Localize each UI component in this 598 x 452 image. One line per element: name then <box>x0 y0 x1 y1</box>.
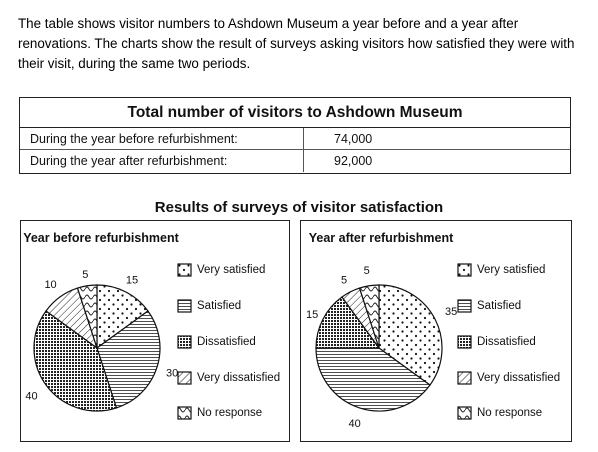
legend-swatch <box>457 335 472 349</box>
slice-value-label: 15 <box>306 309 318 321</box>
pie-slice-satisfied <box>315 347 431 412</box>
slice-value-label: 5 <box>82 269 88 281</box>
table-row-value: 74,000 <box>334 132 373 146</box>
pie-slice-satisfied <box>96 310 161 409</box>
slice-value-label: 40 <box>25 391 37 403</box>
survey-title: Results of surveys of visitor satisfacti… <box>154 199 444 216</box>
chart-panel-after: Year after refurbishment 35 40 15 5 5 Very s… <box>300 220 572 442</box>
legend-label: Very satisfied <box>197 264 266 276</box>
slice-value-label: 35 <box>445 306 457 318</box>
legend-label: Very satisfied <box>477 264 546 276</box>
pie-slice-very-satisfied <box>378 284 443 386</box>
legend-label: Very dissatisfied <box>197 372 281 384</box>
table-title: Total number of visitors to Ashdown Muse… <box>20 98 570 128</box>
legend-swatch <box>457 263 472 277</box>
pie-chart-after: 35 40 15 5 5 <box>306 265 457 430</box>
pie-slice-dissatisfied <box>33 310 118 412</box>
table-row: During the year after refurbishment: 92,… <box>20 150 570 172</box>
legend-swatch <box>177 335 192 349</box>
legend-swatch <box>177 299 192 313</box>
legend-swatch <box>177 263 192 277</box>
legend-swatch <box>457 371 472 385</box>
table-row-label: During the year before refurbishment: <box>20 128 304 149</box>
legend-swatch <box>457 406 472 420</box>
legend-label: Dissatisfied <box>477 336 536 348</box>
pie-slice-no-response <box>76 284 98 349</box>
legend-label: Dissatisfied <box>197 336 256 348</box>
table-row-value: 92,000 <box>334 154 373 168</box>
table-row: During the year before refurbishment: 74… <box>20 128 570 150</box>
slice-value-label: 30 <box>166 367 178 379</box>
table-row-label: During the year after refurbishment: <box>20 150 304 172</box>
slice-value-label: 15 <box>126 274 138 286</box>
slice-value-label: 5 <box>341 274 347 286</box>
slice-value-label: 40 <box>348 418 360 430</box>
pie-chart-before: 15 30 40 10 5 <box>25 269 178 412</box>
chart-title: Year before refurbishment <box>23 231 179 245</box>
slice-value-label: 5 <box>364 265 370 277</box>
legend-label: Very dissatisfied <box>477 372 561 384</box>
pie-slice-very-satisfied <box>96 284 149 350</box>
legend-swatch <box>457 299 472 313</box>
legend-swatch <box>177 406 192 420</box>
chart-title: Year after refurbishment <box>308 231 454 245</box>
legend-swatch <box>177 371 192 385</box>
legend-label: Satisfied <box>477 300 522 312</box>
pie-slice-dissatisfied <box>315 296 381 349</box>
legend-label: No response <box>477 407 543 419</box>
slice-value-label: 10 <box>44 279 56 291</box>
pie-slice-no-response <box>358 284 380 349</box>
chart-panel-before: Year before refurbishment 15 30 40 10 5 Very… <box>20 220 290 442</box>
intro-text: The table shows visitor numbers to Ashdo… <box>18 16 575 71</box>
legend-label: Satisfied <box>197 300 242 312</box>
visitor-table: Total number of visitors to Ashdown Muse… <box>19 97 571 174</box>
legend-label: No response <box>197 407 263 419</box>
